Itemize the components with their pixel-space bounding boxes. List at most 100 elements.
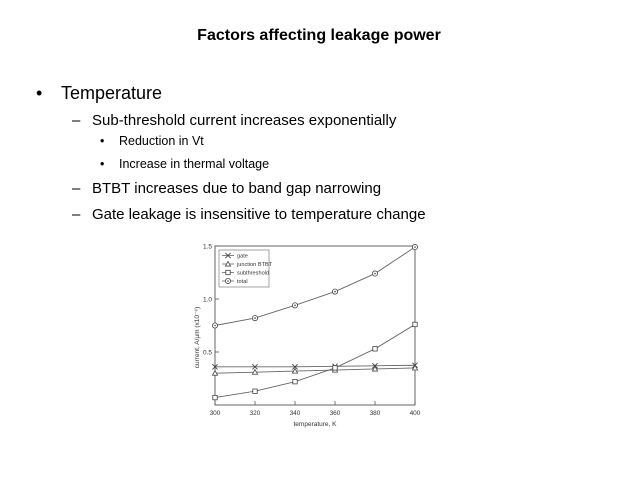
marker-stroke (292, 363, 298, 370)
sub-sub-bullet-text: Increase in thermal voltage (119, 157, 270, 171)
dash-icon: – (72, 112, 81, 129)
marker-stroke (212, 363, 218, 370)
series-total (211, 244, 418, 329)
marker-ring (291, 302, 298, 309)
y-tick-label: 1.0 (203, 297, 212, 304)
marker-stroke (292, 363, 298, 370)
triangle-marker (411, 364, 419, 371)
dash-icon: – (72, 180, 81, 197)
square-marker (292, 379, 298, 385)
triangle-marker (291, 367, 299, 374)
marker-dot (227, 280, 229, 282)
marker-stroke (212, 363, 218, 370)
marker-dot (214, 324, 216, 327)
legend-label: junction BTBT (236, 262, 273, 268)
marker-stroke (372, 362, 378, 369)
marker-stroke (252, 363, 258, 370)
marker-stroke (332, 363, 338, 370)
bullet-icon: • (36, 83, 43, 103)
x-tick-label: 300 (210, 410, 221, 417)
circle-marker (251, 315, 258, 322)
sub-bullet-text: Sub-threshold current increases exponent… (92, 112, 397, 129)
y-tick-label: 1.5 (203, 244, 212, 251)
circle-marker (411, 244, 418, 251)
marker-stroke (225, 252, 231, 259)
triangle-marker (331, 366, 339, 373)
square-marker (252, 388, 258, 394)
series-line (214, 246, 416, 326)
x-marker (332, 363, 338, 370)
sub-bullet-text: Gate leakage is insensitive to temperatu… (92, 206, 426, 223)
square-marker (412, 321, 418, 328)
marker-dot (294, 304, 296, 307)
legend-item: total (222, 277, 248, 285)
x-tick-label: 360 (330, 410, 341, 417)
circle-marker (371, 270, 378, 277)
sub-sub-bullet-text: Reduction in Vt (119, 134, 204, 148)
x-marker (252, 363, 258, 370)
marker-dot (334, 290, 336, 293)
marker-ring (224, 277, 231, 284)
legend-item: junction BTBT (222, 260, 273, 268)
marker-stroke (412, 362, 418, 369)
marker-stroke (332, 363, 338, 370)
square-marker (212, 394, 218, 401)
legend-item: gate (222, 252, 248, 260)
legend-label: subthreshold (237, 271, 269, 277)
y-axis-label: current, A/µm (x10⁻⁶) (194, 307, 201, 369)
series-junction-btbt (211, 364, 419, 376)
bullet-text: Temperature (61, 83, 163, 103)
marker-dot (254, 317, 256, 319)
x-marker (412, 362, 418, 369)
triangle-marker (211, 369, 219, 376)
bullet-icon: • (100, 157, 105, 171)
circle-marker (291, 302, 298, 309)
x-tick-label: 400 (410, 410, 421, 417)
square-marker (372, 346, 378, 352)
dash-icon: – (72, 206, 81, 223)
slide-title: Factors affecting leakage power (197, 27, 441, 44)
square-marker (332, 365, 338, 371)
legend-item: subthreshold (222, 269, 269, 277)
circle-marker (331, 288, 338, 295)
marker-dot (374, 272, 376, 275)
x-tick-label: 320 (250, 410, 261, 417)
triangle-marker (371, 365, 379, 372)
square-marker (225, 269, 231, 276)
legend-box (218, 249, 270, 288)
series-subthreshold (212, 321, 418, 401)
y-tick-label: 0.5 (203, 350, 212, 357)
triangle-marker (251, 368, 259, 375)
chart-legend: gate junction BTBT subthreshold total (218, 249, 273, 288)
bullet-icon: • (100, 134, 105, 148)
chart-series (211, 244, 419, 401)
x-marker (372, 362, 378, 369)
marker-stroke (372, 362, 378, 369)
x-marker (292, 363, 298, 370)
plot-frame (214, 245, 416, 406)
marker-stroke (252, 363, 258, 370)
marker-ring (251, 315, 258, 322)
marker-ring (331, 288, 338, 295)
x-marker (212, 363, 218, 370)
x-tick-label: 380 (370, 410, 381, 417)
legend-label: gate (237, 254, 248, 260)
marker-ring (411, 244, 418, 251)
legend-label: total (237, 279, 248, 285)
marker-stroke (412, 362, 418, 369)
marker-ring (371, 270, 378, 277)
series-line (214, 324, 416, 399)
marker-dot (414, 246, 416, 248)
chart-axes: 300 320 340 360 380 400 0.5 1.0 1.5 temperature, … (194, 244, 421, 429)
x-axis-label: temperature, K (294, 421, 338, 428)
x-marker (225, 252, 231, 259)
series-gate (212, 362, 418, 370)
circle-marker (211, 322, 218, 329)
x-tick-label: 340 (290, 410, 301, 417)
series-line (215, 364, 416, 368)
circle-marker (224, 277, 231, 284)
triangle-marker (224, 260, 232, 267)
marker-ring (211, 322, 218, 329)
series-line (214, 367, 416, 374)
